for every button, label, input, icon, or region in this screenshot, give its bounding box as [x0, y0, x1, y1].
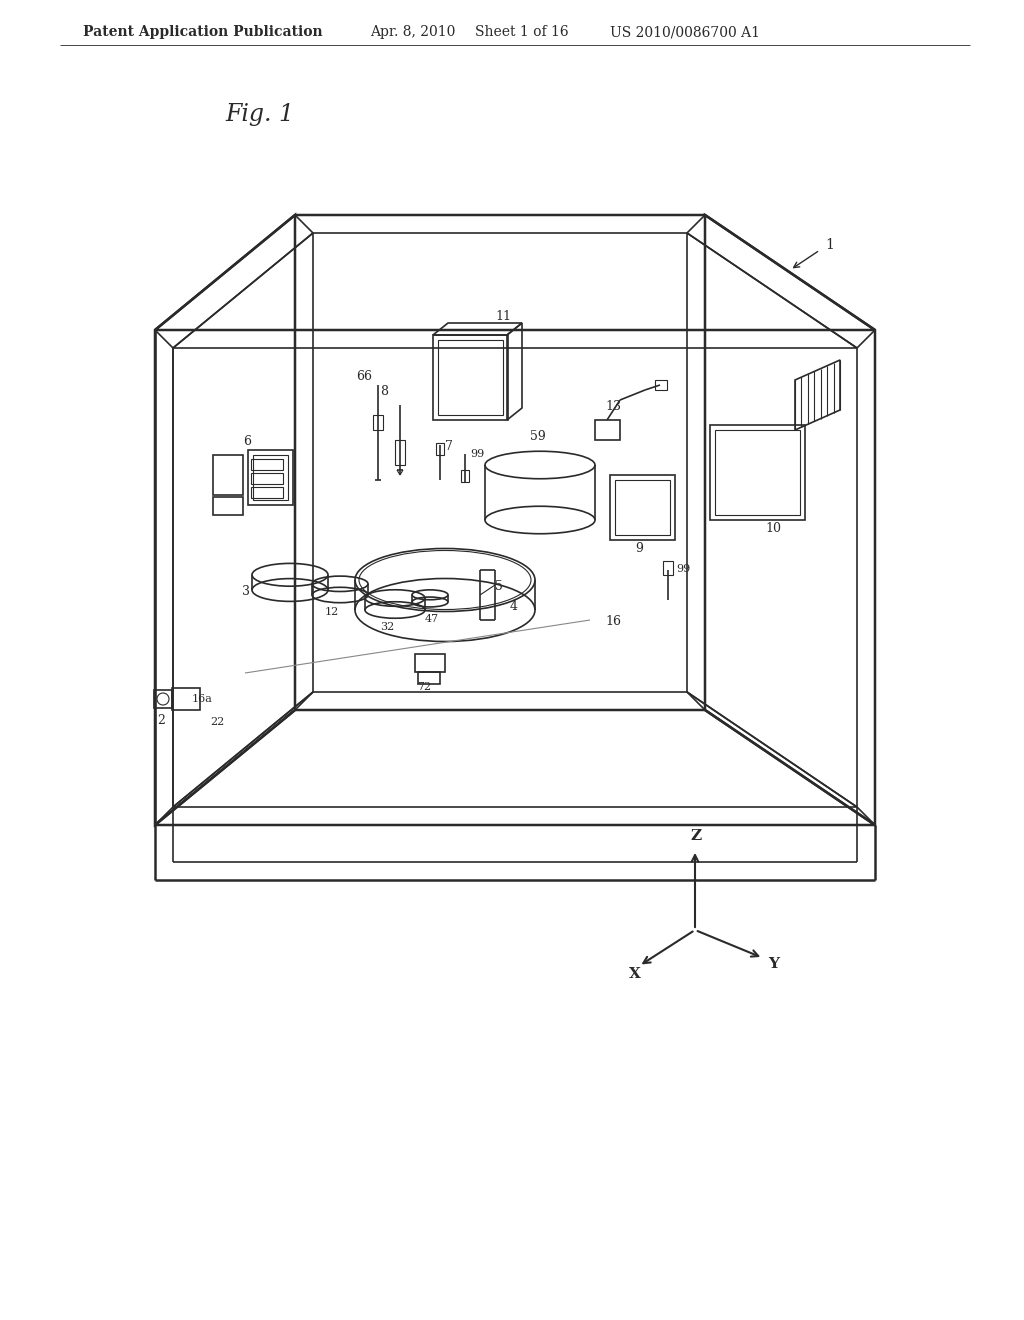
Text: Z: Z	[690, 829, 701, 843]
Bar	[461, 470, 469, 482]
Text: 3: 3	[242, 585, 250, 598]
Text: 99: 99	[676, 564, 690, 574]
Bar	[213, 455, 243, 495]
Bar	[615, 480, 670, 535]
Text: 9: 9	[635, 543, 643, 554]
Bar	[715, 430, 800, 515]
Text: 16a: 16a	[193, 694, 213, 704]
Bar	[418, 672, 440, 684]
Bar	[253, 455, 288, 500]
Text: Sheet 1 of 16: Sheet 1 of 16	[475, 25, 568, 40]
Text: 47: 47	[425, 614, 439, 624]
Bar	[438, 341, 503, 414]
Text: 4: 4	[510, 601, 518, 612]
Bar	[251, 459, 283, 470]
Bar	[436, 444, 444, 455]
Text: Y: Y	[769, 957, 779, 970]
Text: 16: 16	[605, 615, 621, 628]
Bar	[663, 561, 673, 576]
Bar	[373, 414, 383, 430]
Text: 10: 10	[765, 521, 781, 535]
Bar	[395, 440, 406, 465]
Text: 2: 2	[157, 714, 165, 727]
Bar	[251, 487, 283, 498]
Bar	[415, 653, 445, 672]
Text: 99: 99	[470, 449, 484, 459]
Text: X: X	[630, 968, 641, 981]
Text: 12: 12	[325, 607, 339, 616]
Text: Patent Application Publication: Patent Application Publication	[83, 25, 323, 40]
Bar	[213, 498, 243, 515]
Text: Apr. 8, 2010: Apr. 8, 2010	[370, 25, 456, 40]
Bar	[154, 690, 172, 708]
Text: 13: 13	[605, 400, 621, 413]
Bar	[655, 380, 667, 389]
Bar	[172, 688, 200, 710]
Bar	[610, 475, 675, 540]
Bar	[433, 335, 508, 420]
Bar	[248, 450, 293, 506]
Bar	[710, 425, 805, 520]
Text: 22: 22	[210, 717, 224, 727]
Text: 32: 32	[380, 622, 394, 632]
Text: 1: 1	[825, 238, 834, 252]
Text: 66: 66	[356, 370, 372, 383]
Text: 6: 6	[243, 436, 251, 447]
Bar	[595, 420, 620, 440]
Text: 5: 5	[495, 579, 503, 593]
Text: US 2010/0086700 A1: US 2010/0086700 A1	[610, 25, 760, 40]
Text: 72: 72	[417, 682, 431, 692]
Text: 11: 11	[495, 310, 511, 323]
Bar	[251, 473, 283, 484]
Text: 8: 8	[380, 385, 388, 399]
Text: 7: 7	[445, 440, 453, 453]
Text: 59: 59	[530, 430, 546, 444]
Text: Fig. 1: Fig. 1	[225, 103, 294, 127]
